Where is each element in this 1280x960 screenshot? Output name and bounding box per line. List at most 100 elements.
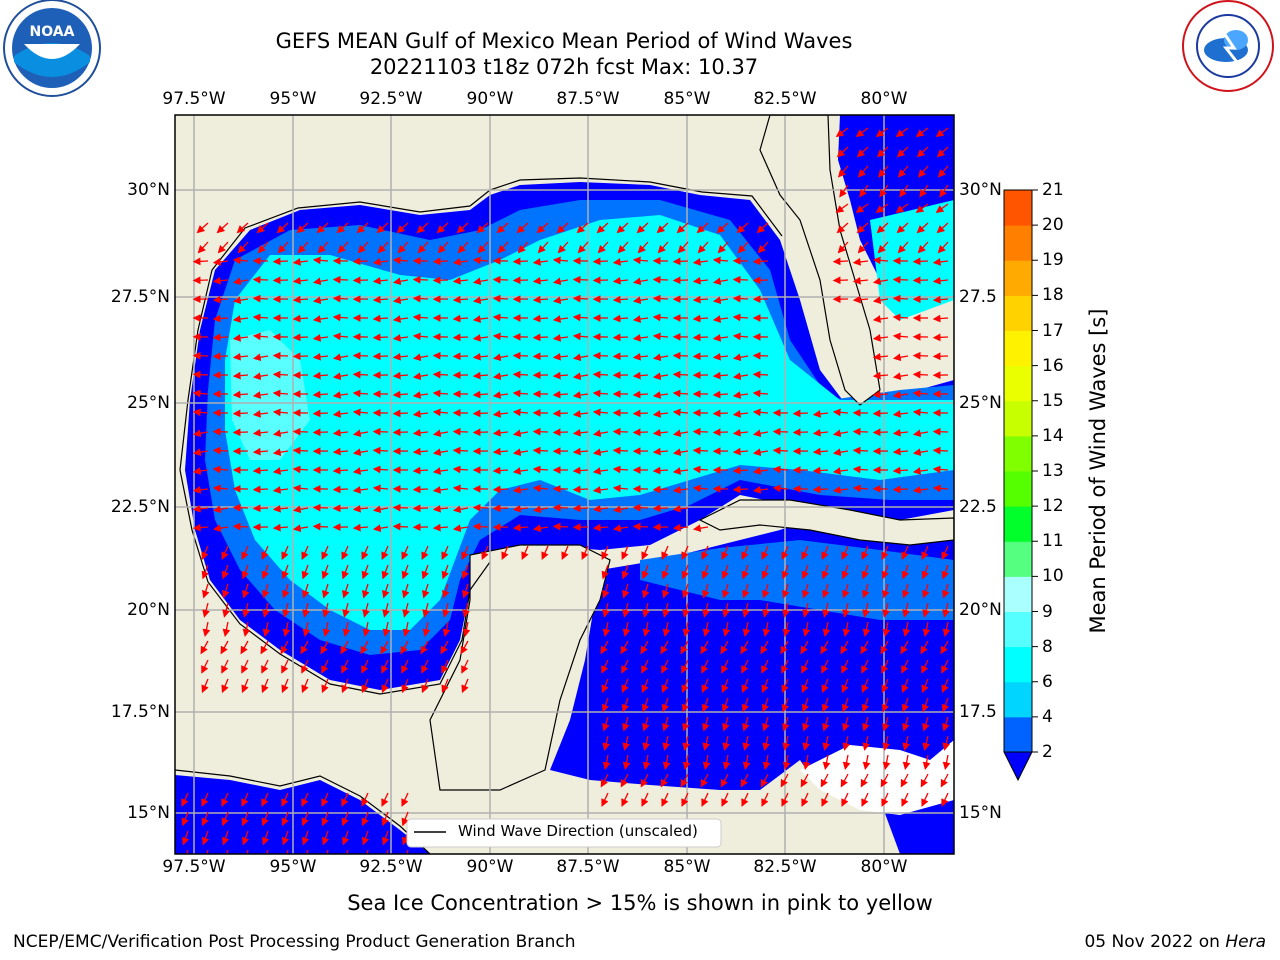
lat-label-right: 30°N (959, 180, 1002, 200)
lon-label-top: 85°W (663, 89, 711, 109)
wind-wave-arrow (461, 545, 469, 560)
wind-wave-arrow (272, 351, 289, 360)
wind-wave-arrow (881, 583, 890, 599)
wind-wave-arrow (272, 448, 289, 457)
colorbar-tick-label: 12 (1042, 496, 1064, 517)
wind-wave-arrow (919, 184, 929, 198)
wind-wave-arrow (332, 391, 349, 399)
wind-wave-arrow (912, 370, 929, 379)
lon-label-bottom: 90°W (466, 857, 514, 877)
wind-wave-arrow (661, 545, 669, 560)
wind-wave-arrow (682, 602, 690, 618)
wind-wave-arrow (232, 315, 249, 323)
wind-wave-arrow (361, 792, 369, 807)
wind-wave-arrow (202, 621, 211, 637)
wind-wave-arrow (261, 583, 270, 599)
wind-wave-arrow (800, 640, 809, 655)
wind-wave-arrow (412, 391, 429, 399)
wind-wave-arrow (812, 447, 829, 456)
wind-wave-arrow (712, 352, 729, 361)
wind-wave-arrow (512, 429, 529, 438)
wind-wave-arrow (440, 640, 449, 655)
wind-wave-arrow (592, 351, 609, 360)
wind-wave-arrow (281, 811, 289, 827)
wind-wave-arrow (366, 849, 369, 854)
wind-wave-arrow (672, 370, 689, 379)
wind-wave-arrow (821, 564, 829, 580)
wind-wave-arrow (200, 640, 209, 655)
wind-wave-arrow (840, 640, 849, 655)
wind-wave-arrow (740, 773, 749, 788)
wind-wave-arrow (492, 485, 509, 494)
wind-wave-arrow (941, 792, 949, 807)
wind-wave-arrow (935, 127, 949, 138)
wind-wave-arrow (421, 678, 429, 694)
wind-wave-arrow (186, 849, 189, 854)
wind-wave-arrow (301, 564, 309, 580)
wind-wave-arrow (892, 275, 909, 284)
wind-wave-arrow (301, 545, 309, 560)
colorbar-tick-label: 4 (1042, 706, 1053, 727)
wind-wave-arrow (221, 583, 230, 599)
wind-wave-arrow (382, 621, 391, 637)
wind-wave-arrow (652, 332, 669, 341)
wind-wave-arrow (940, 640, 949, 655)
wind-wave-arrow (472, 352, 489, 361)
wind-wave-arrow (712, 390, 729, 399)
wind-wave-arrow (612, 505, 629, 514)
wind-wave-arrow (941, 583, 950, 599)
wind-wave-arrow (861, 583, 870, 599)
wind-wave-arrow (597, 241, 609, 254)
wind-wave-arrow (821, 678, 829, 694)
wind-wave-arrow (782, 716, 790, 732)
wind-wave-arrow (862, 735, 870, 751)
wind-wave-arrow (361, 678, 369, 694)
wind-wave-arrow (312, 371, 329, 380)
wind-wave-arrow (600, 640, 609, 655)
wind-wave-arrow (901, 545, 909, 560)
wind-wave-arrow (592, 429, 609, 438)
wind-wave-arrow (272, 467, 289, 475)
colorbar-band (1004, 295, 1032, 331)
wind-wave-arrow (512, 448, 529, 457)
wind-wave-arrow (241, 678, 249, 694)
wind-wave-arrow (232, 371, 249, 380)
wind-wave-arrow (602, 735, 610, 751)
wind-wave-arrow (452, 295, 469, 304)
chart-title: GEFS MEAN Gulf of Mexico Mean Period of … (275, 29, 853, 53)
wind-wave-arrow (392, 256, 409, 265)
wind-wave-arrow (472, 256, 489, 265)
wind-wave-arrow (702, 602, 710, 618)
wind-wave-arrow (676, 222, 689, 234)
wind-wave-arrow (820, 640, 829, 655)
wind-wave-arrow (672, 486, 689, 494)
wind-wave-arrow (712, 371, 729, 380)
wind-wave-arrow (801, 792, 809, 807)
wind-wave-arrow (832, 408, 849, 417)
wind-wave-arrow (932, 295, 949, 304)
wind-wave-arrow (322, 602, 330, 618)
wind-wave-arrow (912, 257, 929, 266)
wind-wave-arrow (741, 697, 750, 713)
wind-wave-arrow (841, 545, 849, 560)
wind-wave-arrow (401, 545, 409, 560)
wind-wave-arrow (292, 505, 309, 514)
wind-wave-arrow (181, 811, 189, 827)
wind-wave-arrow (232, 277, 249, 286)
wind-wave-arrow (662, 621, 671, 637)
wind-wave-arrow (901, 678, 909, 694)
wind-wave-arrow (832, 467, 849, 475)
wind-wave-arrow (641, 545, 649, 560)
wind-wave-arrow (352, 467, 369, 475)
wind-wave-arrow (332, 313, 349, 322)
mexico-coastline (179, 469, 491, 695)
wind-wave-arrow (512, 370, 529, 379)
wind-wave-arrow (700, 773, 709, 788)
colorbar-tick-label: 10 (1042, 566, 1064, 587)
wind-wave-arrow (682, 621, 691, 637)
wind-wave-arrow (361, 811, 369, 827)
wind-wave-arrow (782, 754, 791, 770)
wind-wave-arrow (272, 257, 289, 266)
wind-wave-arrow (237, 241, 249, 254)
wind-wave-arrow (821, 545, 829, 560)
